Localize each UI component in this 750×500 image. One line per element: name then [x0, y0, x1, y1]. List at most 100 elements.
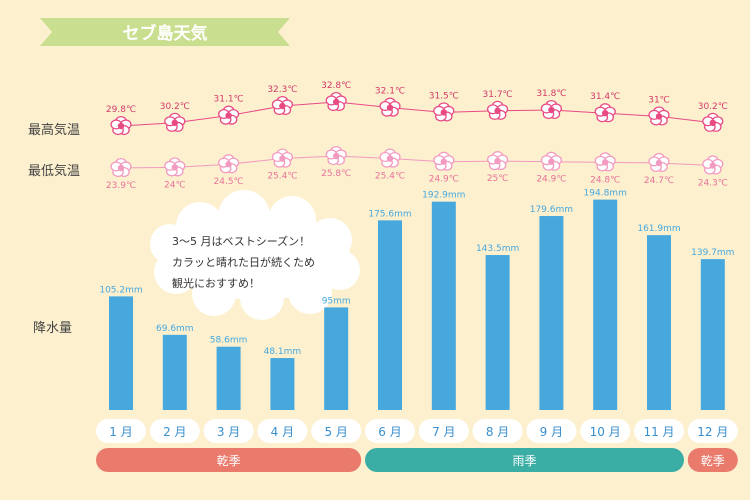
high-temp-value-label: 30.2℃	[160, 102, 190, 112]
low-temp-value-label: 24.9℃	[536, 175, 566, 185]
month-label: 4 月	[271, 425, 294, 439]
rainfall-value-label: 48.1mm	[264, 347, 302, 357]
rainfall-bar	[485, 255, 510, 410]
month-label: 8 月	[486, 425, 509, 439]
rainfall-value-label: 194.8mm	[584, 189, 627, 199]
month-label: 6 月	[378, 425, 401, 439]
flower-marker	[379, 97, 401, 117]
month-label: 5 月	[324, 425, 347, 439]
low-temp-value-label: 24.3℃	[698, 178, 728, 188]
high-temp-value-label: 31.1℃	[214, 95, 244, 105]
month-pill	[418, 419, 469, 443]
high-temp-value-label: 29.8℃	[106, 105, 136, 115]
flower-marker	[164, 157, 186, 177]
chart-title: セブ島天気	[123, 23, 208, 44]
month-label: 12 月	[697, 425, 728, 439]
flower-marker	[110, 157, 132, 178]
month-label: 2 月	[163, 425, 186, 439]
high-temp-value-label: 32.8℃	[321, 81, 351, 91]
rainfall-value-label: 95mm	[322, 296, 351, 306]
flower-marker	[486, 100, 509, 120]
flower-marker	[648, 152, 670, 173]
rainfall-value-label: 143.5mm	[476, 244, 519, 254]
flower-marker	[164, 112, 186, 132]
month-label: 1 月	[109, 425, 132, 439]
high-temp-value-label: 32.1℃	[375, 87, 405, 97]
rainfall-value-label: 105.2mm	[99, 285, 142, 295]
month-pill	[203, 419, 254, 443]
low-temp-value-label: 25.8℃	[321, 169, 351, 179]
rainfall-value-label: 58.6mm	[210, 336, 248, 346]
rainfall-value-label: 179.6mm	[530, 205, 573, 215]
rainfall-bar	[647, 235, 671, 410]
low-temp-value-label: 25℃	[487, 174, 509, 184]
high-temp-value-label: 32.3℃	[267, 85, 297, 95]
flower-marker	[217, 105, 240, 125]
flower-marker	[325, 145, 347, 166]
month-label: 11 月	[643, 425, 674, 439]
rainfall-bar	[700, 259, 725, 410]
low-temp-value-label: 24.5℃	[214, 177, 244, 187]
high-temp-value-label: 31.7℃	[483, 90, 513, 100]
flower-marker	[540, 99, 563, 120]
high-temp-line	[120, 101, 713, 127]
high-temp-value-label: 31℃	[648, 95, 670, 105]
low-temp-value-label: 24.7℃	[644, 176, 674, 186]
callout-line: 3〜5 月はベストシーズン！	[172, 235, 311, 248]
low-temp-line	[120, 155, 713, 169]
month-pill	[580, 419, 631, 443]
rainfall-value-label: 69.6mm	[156, 324, 194, 334]
flower-marker	[325, 91, 347, 112]
rainfall-bar	[593, 199, 618, 410]
flower-marker	[594, 152, 616, 172]
rainfall-value-label: 175.6mm	[368, 209, 411, 219]
high-temp-value-label: 31.4℃	[590, 92, 620, 102]
callout-line: 観光におすすめ！	[172, 277, 260, 290]
season-band	[687, 448, 738, 472]
rainfall-bar	[324, 307, 349, 410]
flower-marker	[433, 151, 455, 171]
month-label: 10 月	[590, 425, 621, 439]
title-banner	[40, 18, 290, 46]
month-pill	[96, 419, 146, 443]
callout-line: カラッと晴れた日が続くため	[172, 256, 315, 269]
high-temp-value-label: 30.2℃	[698, 102, 728, 112]
flower-marker	[433, 102, 455, 122]
low-temp-value-label: 24.9℃	[429, 175, 459, 185]
low-temp-value-label: 25.4℃	[267, 172, 297, 182]
rainfall-row-label: 降水量	[33, 321, 72, 336]
month-label: 9 月	[540, 425, 563, 439]
month-pill	[472, 419, 523, 443]
flower-marker	[110, 115, 132, 136]
month-pill	[687, 419, 738, 443]
rainfall-bar	[270, 358, 295, 410]
low-temp-value-label: 25.4℃	[375, 172, 405, 182]
rainfall-bar	[431, 201, 456, 410]
month-pill	[257, 419, 308, 443]
flower-marker	[271, 148, 294, 168]
low-temp-row-label: 最低気温	[28, 163, 80, 179]
flower-marker	[379, 148, 401, 168]
flower-marker	[648, 106, 670, 126]
low-temp-value-label: 24.8℃	[590, 175, 620, 185]
flower-marker	[702, 155, 724, 175]
month-pill	[634, 419, 684, 443]
flower-marker	[217, 154, 240, 174]
flower-marker	[271, 95, 294, 116]
rainfall-bar	[378, 220, 402, 410]
month-pill	[149, 419, 200, 443]
month-label: 7 月	[432, 425, 455, 439]
low-temp-value-label: 23.9℃	[106, 181, 136, 191]
month-pill	[311, 419, 362, 443]
high-temp-row-label: 最高気温	[28, 122, 80, 138]
season-band	[96, 448, 362, 472]
season-label: 雨季	[512, 454, 536, 468]
rainfall-value-label: 161.9mm	[637, 224, 680, 234]
callout-text: 3〜5 月はベストシーズン！ カラッと晴れた日が続くため 観光におすすめ！	[172, 231, 342, 294]
month-pill	[526, 419, 577, 443]
flower-marker	[594, 103, 616, 123]
season-label: 乾季	[217, 454, 241, 468]
rainfall-value-label: 139.7mm	[691, 248, 734, 258]
season-band	[365, 448, 684, 472]
